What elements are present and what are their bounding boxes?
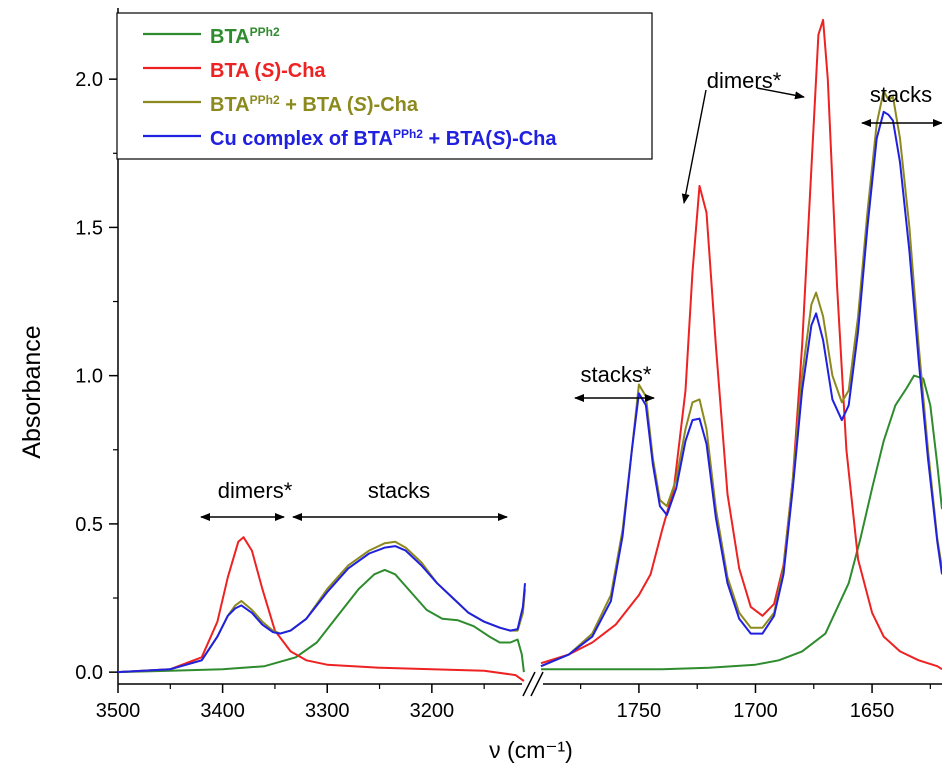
series-line-green [541, 374, 942, 671]
series-line-blue [117, 545, 526, 674]
x-tick-label: 1650 [850, 700, 895, 722]
annotation-label: stacks [870, 82, 932, 107]
legend-label-part: S [492, 128, 506, 150]
legend-label-green: BTAPPh2 [210, 25, 280, 48]
legend-label-red: BTA (S)-Cha [210, 60, 326, 82]
series-line-blue [540, 110, 942, 668]
y-tick-label: 0.0 [75, 662, 103, 684]
y-axis-label: Absorbance [18, 325, 46, 458]
legend-label-part: S [261, 60, 275, 82]
axis-break-mark [530, 671, 544, 697]
x-tick-label: 1700 [733, 700, 778, 722]
legend-label-part: )-Cha [367, 94, 419, 116]
legend-label-part: Cu complex of BTA [210, 128, 393, 150]
series-line-olive [117, 540, 526, 674]
y-tick-label: 0.5 [75, 514, 103, 536]
annotation-label: stacks* [581, 362, 652, 387]
legend-label-part: PPh2 [250, 93, 280, 107]
legend-box [116, 12, 653, 160]
legend-label-part: )-Cha [274, 60, 326, 82]
series-line-red [540, 18, 942, 671]
annotation-label: dimers* [218, 478, 293, 503]
y-tick-label: 1.0 [75, 366, 103, 388]
legend-label-part: )-Cha [505, 128, 557, 150]
legend-label-part: + BTA ( [280, 94, 354, 116]
axis-break-mark [522, 671, 536, 697]
ticks-layer: 0.0 0.5 1.0 1.5 2.0 3500 3400 3300 3200 1750 1700 1… [75, 69, 931, 722]
series-line-green [117, 568, 525, 674]
legend-label-part: BTA [210, 26, 250, 48]
series-line-red [117, 536, 525, 682]
annotation-layer: dimers* stacks stacks* dimers* stacks [200, 68, 942, 521]
legend-label-part: BTA ( [210, 60, 261, 82]
annotation-arrow [681, 89, 707, 204]
y-tick-label: 2.0 [75, 69, 103, 91]
annotation-label: dimers* [707, 68, 782, 93]
x-tick-label: 3300 [305, 700, 350, 722]
legend-label-part: PPh2 [250, 25, 280, 39]
legend-label-part: BTA [210, 94, 250, 116]
y-tick-label: 1.5 [75, 217, 103, 239]
x-tick-label: 1750 [617, 700, 662, 722]
legend-label-blue: Cu complex of BTAPPh2 + BTA(S)-Cha [210, 127, 557, 150]
legend-label-olive: BTAPPh2 + BTA (S)-Cha [210, 93, 419, 116]
annotation-label: stacks [368, 478, 430, 503]
x-axis-label: ν (cm⁻¹) [489, 737, 573, 763]
legend-label-part: PPh2 [393, 127, 423, 141]
legend-label-part: + BTA( [423, 128, 492, 150]
x-tick-label: 3500 [96, 700, 141, 722]
x-tick-label: 3400 [200, 700, 245, 722]
annotation-arrow [756, 87, 805, 100]
legend-label-part: S [354, 94, 368, 116]
x-tick-label: 3200 [410, 700, 455, 722]
